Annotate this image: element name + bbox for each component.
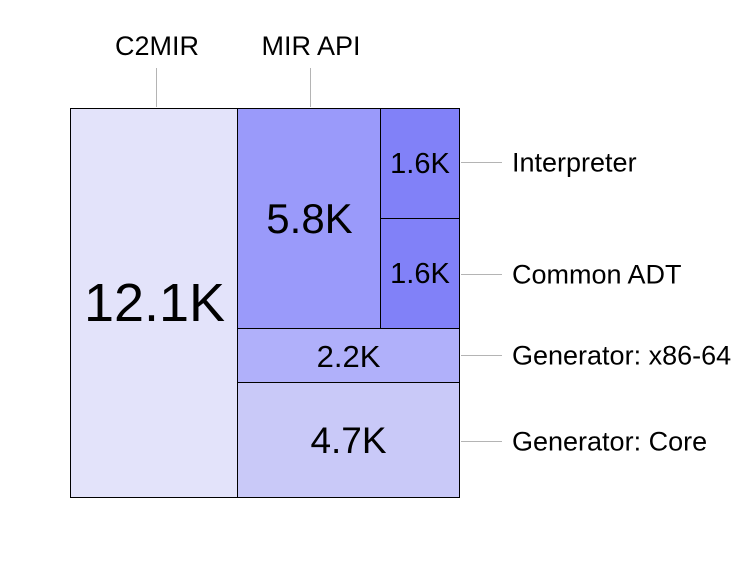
block-value-c2mir: 12.1K bbox=[83, 273, 226, 333]
label-common-adt: Common ADT bbox=[512, 259, 682, 290]
block-value-mir-api: 5.8K bbox=[266, 195, 353, 242]
label-interpreter: Interpreter bbox=[512, 147, 637, 178]
treemap-block-common-adt: 1.6K bbox=[380, 218, 460, 330]
block-value-interpreter: 1.6K bbox=[390, 147, 450, 180]
leader-line-generator-x86-64 bbox=[461, 355, 502, 357]
treemap-block-interpreter: 1.6K bbox=[380, 108, 460, 220]
treemap-block-c2mir: 12.1K bbox=[70, 108, 239, 498]
block-value-generator-core: 4.7K bbox=[310, 419, 387, 461]
treemap-block-generator-x86-64: 2.2K bbox=[237, 328, 460, 384]
leader-line-generator-core bbox=[461, 441, 502, 443]
leader-line-interpreter bbox=[461, 162, 502, 164]
label-generator-x86-64: Generator: x86-64 bbox=[512, 340, 732, 371]
leader-line-common-adt bbox=[461, 274, 502, 276]
block-value-common-adt: 1.6K bbox=[390, 257, 450, 290]
label-mir-api: MIR API bbox=[261, 31, 361, 61]
leader-line-c2mir bbox=[156, 68, 158, 107]
leader-line-mir-api bbox=[310, 68, 312, 107]
label-c2mir: C2MIR bbox=[114, 31, 200, 61]
treemap-block-generator-core: 4.7K bbox=[237, 382, 460, 498]
block-value-generator-x86-64: 2.2K bbox=[316, 338, 381, 374]
label-generator-core: Generator: Core bbox=[512, 426, 708, 457]
treemap: 12.1K 5.8K 1.6K 1.6K 2.2K 4.7K bbox=[70, 108, 460, 498]
treemap-block-mir-api: 5.8K bbox=[237, 108, 382, 330]
